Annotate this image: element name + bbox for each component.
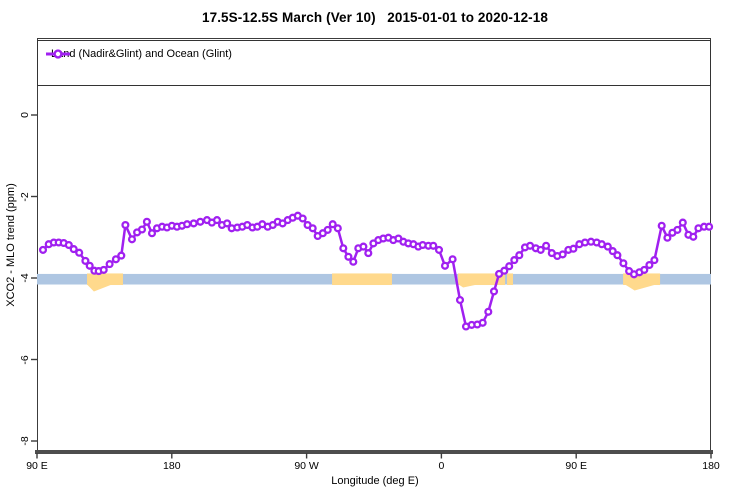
y-tick-label: 0 — [19, 112, 31, 118]
data-point — [308, 224, 317, 233]
data-point — [111, 255, 120, 264]
data-point — [333, 224, 342, 233]
data-point — [121, 220, 130, 230]
x-tick-label: 90 E — [565, 460, 587, 472]
data-point — [196, 217, 205, 226]
data-point — [510, 256, 519, 265]
x-axis-label: Longitude (deg E) — [331, 475, 419, 487]
data-point — [455, 295, 465, 305]
y-tick-label: -4 — [19, 273, 31, 283]
data-point — [323, 225, 332, 234]
data-point — [500, 266, 509, 275]
data-point — [85, 261, 94, 270]
y-tick-label: -6 — [19, 354, 31, 365]
data-point — [673, 225, 682, 234]
legend-label: Land (Nadir&Glint) and Ocean (Glint) — [51, 48, 232, 60]
legend-entry: Land (Nadir&Glint) and Ocean (Glint) — [45, 47, 232, 61]
data-point — [75, 248, 84, 257]
data-point — [689, 232, 698, 241]
data-point — [183, 220, 192, 229]
data-point — [349, 257, 358, 266]
data-point — [328, 220, 337, 229]
data-point — [569, 244, 578, 253]
data-point — [117, 251, 126, 260]
legend-line-marker-icon — [46, 49, 70, 59]
data-point — [359, 242, 368, 251]
data-point — [69, 245, 78, 254]
x-tick-label: 0 — [438, 460, 445, 472]
data-point — [542, 241, 551, 250]
data-point — [515, 251, 524, 260]
elevation-wedge — [458, 284, 478, 288]
data-point — [603, 242, 612, 251]
data-point — [434, 245, 444, 254]
x-tick-label: 90 E — [26, 460, 48, 472]
chart-title: 17.5S-12.5S March (Ver 10) 2015-01-01 to… — [201, 10, 548, 25]
data-point — [223, 219, 232, 228]
y-tick-label: -2 — [19, 191, 31, 202]
data-point — [478, 318, 487, 327]
data-point — [189, 219, 198, 228]
data-point — [298, 214, 307, 223]
data-point — [344, 252, 353, 261]
data-point — [619, 259, 628, 268]
data-point — [127, 235, 137, 244]
data-point — [613, 251, 622, 260]
data-point — [429, 241, 438, 250]
data-point — [484, 307, 493, 316]
legend-box: Land (Nadir&Glint) and Ocean (Glint) — [37, 40, 711, 86]
data-point — [440, 261, 450, 270]
data-point — [489, 287, 499, 296]
data-point — [640, 265, 649, 274]
data-point — [705, 222, 714, 231]
data-point — [364, 249, 373, 258]
land-band-south-america — [332, 273, 392, 286]
x-tick-label: 90 W — [294, 460, 319, 472]
elevation-wedge — [625, 284, 657, 291]
data-point — [137, 225, 147, 234]
data-point — [81, 256, 90, 265]
land-band-australia — [87, 273, 123, 286]
data-point — [657, 221, 666, 230]
land-band-africa — [458, 273, 506, 286]
data-point — [142, 217, 151, 226]
data-point — [558, 250, 567, 259]
data-point — [678, 218, 687, 227]
land-band-australia-repeat — [623, 273, 661, 286]
data-point — [536, 245, 545, 254]
data-point — [99, 265, 108, 274]
x-tick-label: 180 — [702, 460, 720, 472]
data-point — [650, 256, 659, 265]
y-axis-label: XCO2 - MLO trend (ppm) — [5, 183, 17, 307]
data-point — [64, 240, 73, 250]
data-point — [38, 245, 48, 254]
data-point — [505, 262, 514, 271]
data-point — [448, 255, 457, 264]
data-point — [608, 247, 617, 256]
y-tick-label: -8 — [19, 436, 31, 446]
data-point — [105, 260, 114, 269]
data-point — [147, 229, 157, 238]
data-point — [339, 244, 348, 253]
x-tick-label: 180 — [163, 460, 181, 472]
data-point — [663, 233, 672, 242]
data-point — [645, 260, 654, 270]
data-point — [212, 216, 222, 225]
elevation-wedge — [87, 284, 112, 292]
x-axis-line — [35, 450, 713, 454]
land-band-madagascar — [507, 273, 513, 286]
